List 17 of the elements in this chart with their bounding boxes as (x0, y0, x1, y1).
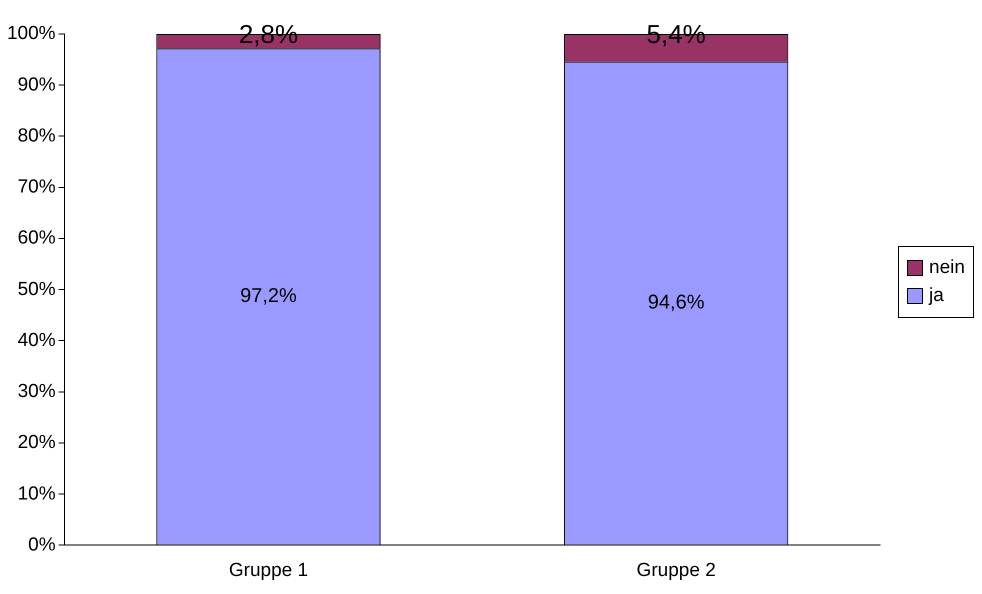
y-tick-label: 20% (18, 432, 56, 454)
y-tick-label: 10% (18, 483, 56, 504)
x-tick-label: Gruppe 1 (228, 560, 308, 581)
y-tick-label: 40% (18, 330, 56, 351)
y-tick-label: 60% (18, 228, 56, 249)
y-tick-label: 90% (18, 74, 56, 96)
data-label: 97,2% (240, 285, 298, 308)
y-tick-label: 80% (18, 125, 56, 146)
y-tick-label: 50% (18, 278, 56, 300)
legend-label: nein (929, 257, 965, 279)
data-label: 94,6% (648, 292, 705, 314)
y-tick-label: 0% (28, 534, 56, 556)
y-tick-label: 70% (18, 176, 56, 198)
x-tick-label: Gruppe 2 (636, 560, 716, 581)
y-tick-label: 100% (6, 23, 56, 44)
text: ja (929, 285, 944, 307)
y-tick-label: 30% (18, 381, 56, 402)
